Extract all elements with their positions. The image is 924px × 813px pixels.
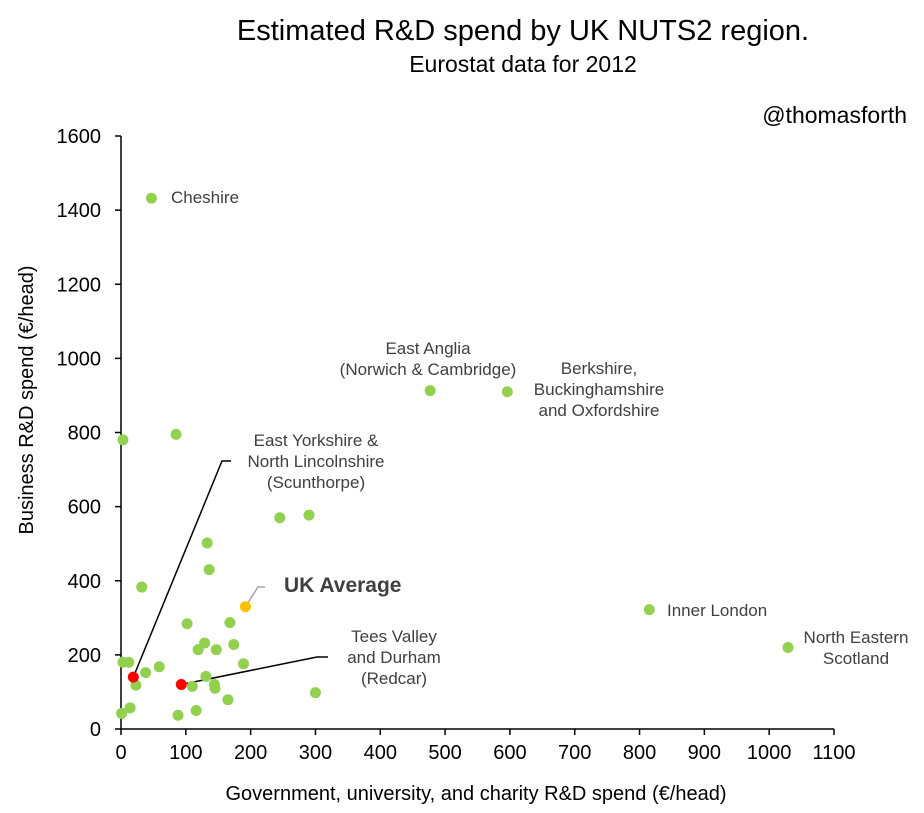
y-tick-label: 0 — [90, 719, 101, 741]
point-annotation: East Anglia (Norwich & Cambridge) — [340, 339, 517, 379]
region-point — [145, 192, 157, 204]
x-tick-label: 200 — [234, 742, 267, 764]
region-point — [222, 694, 234, 706]
annotation-line: Berkshire, — [561, 359, 638, 378]
chart-subtitle: Eurostat data for 2012 — [409, 51, 637, 77]
x-tick-label: 1000 — [747, 742, 792, 764]
region-point — [782, 641, 794, 653]
redcar-leader-line — [181, 656, 328, 686]
region-point — [200, 670, 212, 682]
region-point — [209, 682, 221, 694]
region-point — [203, 564, 215, 576]
annotation-line: UK Average — [284, 574, 402, 597]
x-tick-label: 300 — [299, 742, 332, 764]
region-point — [201, 537, 213, 549]
annotation-line: Buckinghamshire — [534, 380, 664, 399]
annotation-line: North Eastern — [804, 628, 909, 647]
y-tick-label: 200 — [68, 645, 101, 667]
x-tick-label: 500 — [428, 742, 461, 764]
region-point — [274, 512, 286, 524]
annotation-line: and Durham — [347, 648, 441, 667]
average-point — [239, 601, 251, 613]
region-point — [501, 386, 513, 398]
region-point — [117, 434, 129, 446]
highlight-point — [175, 679, 187, 691]
region-point — [192, 644, 204, 656]
point-annotation: Cheshire — [171, 188, 239, 207]
x-tick-label: 800 — [623, 742, 656, 764]
annotation-line: (Scunthorpe) — [267, 473, 365, 492]
y-tick-label: 1400 — [57, 200, 102, 222]
annotation-line: (Redcar) — [361, 669, 427, 688]
annotation-line: East Anglia — [385, 339, 471, 358]
point-annotation: East Yorkshire & North Lincolnshire (Scunt… — [247, 431, 384, 492]
region-point — [303, 509, 315, 521]
region-point — [140, 667, 152, 679]
annotation-line: and Oxfordshire — [539, 401, 660, 420]
region-point — [153, 661, 165, 673]
point-labels: Cheshire East Anglia (Norwich & Cambridge)… — [171, 188, 908, 688]
chart-title: Estimated R&D spend by UK NUTS2 region. — [237, 15, 809, 47]
average-leader-line — [244, 586, 265, 608]
x-tick-label: 1100 — [812, 742, 855, 764]
y-tick-label: 1000 — [57, 348, 102, 370]
region-point — [309, 687, 321, 699]
scunthorpe-leader-line — [132, 460, 231, 678]
y-axis-label: Business R&D spend (€/head) — [16, 265, 38, 534]
annotation-line: Cheshire — [171, 188, 239, 207]
tick-labels: 0 200 400 600 800 1000 1200 1400 1600 0 100 200 300 4… — [57, 126, 856, 764]
point-annotation: Berkshire, Buckinghamshire and Oxfordshire — [534, 359, 664, 420]
highlight-point — [127, 671, 139, 683]
region-point — [136, 581, 148, 593]
annotation-line: East Yorkshire & — [254, 431, 379, 450]
region-point — [181, 618, 193, 630]
point-annotation: Tees Valley and Durham (Redcar) — [347, 627, 441, 688]
region-point — [224, 617, 236, 629]
data-points — [116, 192, 794, 721]
axes — [115, 135, 835, 735]
y-tick-label: 800 — [68, 423, 101, 445]
credit-label: @thomasforth — [762, 102, 907, 128]
x-tick-label: 600 — [493, 742, 526, 764]
region-point — [210, 644, 222, 656]
x-tick-label: 700 — [558, 742, 591, 764]
leader-lines — [132, 460, 328, 686]
region-point — [123, 656, 135, 668]
x-tick-label: 100 — [169, 742, 202, 764]
y-tick-label: 400 — [68, 571, 101, 593]
region-point — [124, 702, 136, 714]
region-point — [170, 428, 182, 440]
annotation-line: (Norwich & Cambridge) — [340, 360, 517, 379]
region-point — [190, 704, 202, 716]
annotation-line: Tees Valley — [351, 627, 437, 646]
annotation-line: North Lincolnshire — [247, 452, 384, 471]
point-annotation: UK Average — [284, 574, 402, 597]
x-axis-label: Government, university, and charity R&D … — [226, 783, 727, 805]
region-point — [186, 680, 198, 692]
point-annotation: North Eastern Scotland — [804, 628, 909, 668]
x-tick-label: 0 — [115, 742, 126, 764]
region-point — [238, 658, 250, 670]
region-point — [172, 709, 184, 721]
region-point — [643, 604, 655, 616]
y-tick-label: 1200 — [57, 274, 102, 296]
x-tick-label: 400 — [364, 742, 397, 764]
y-tick-label: 600 — [68, 497, 101, 519]
annotation-line: Scotland — [823, 649, 889, 668]
region-point — [424, 385, 436, 397]
annotation-line: Inner London — [667, 601, 767, 620]
region-point — [228, 638, 240, 650]
y-tick-label: 1600 — [57, 126, 102, 148]
point-annotation: Inner London — [667, 601, 767, 620]
x-tick-label: 900 — [688, 742, 721, 764]
region-point — [116, 707, 128, 719]
